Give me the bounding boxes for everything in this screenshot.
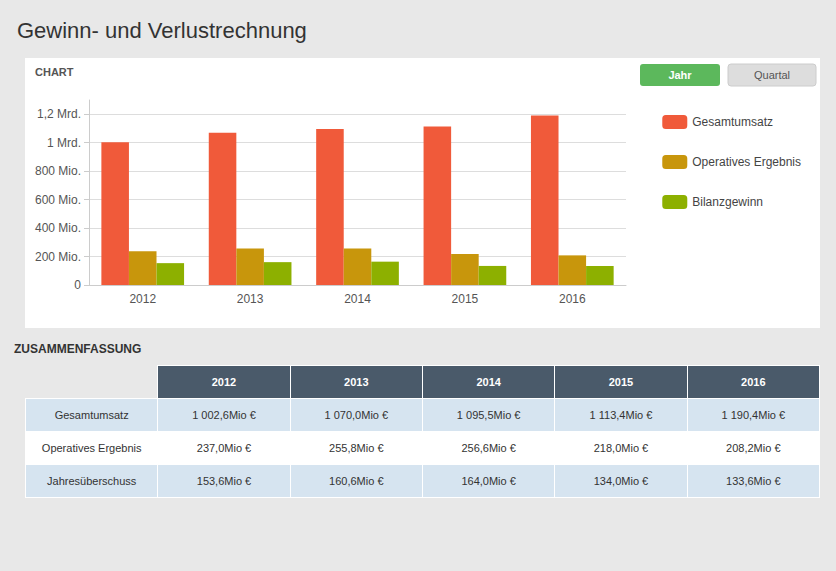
html-text:1 095,5Mio €: 1 095,5Mio € (456, 409, 521, 421)
svg-text:1,2 Mrd.: 1,2 Mrd. (37, 107, 81, 121)
svg-text:2012: 2012 (129, 292, 156, 306)
svg-text:Quartal: Quartal (754, 69, 790, 81)
svg-text:200 Mio.: 200 Mio. (35, 250, 81, 264)
html-text:208,2Mio €: 208,2Mio € (726, 442, 781, 454)
html-text:Gesamtumsatz: Gesamtumsatz (54, 409, 129, 421)
html-text:Operatives Ergebnis: Operatives Ergebnis (41, 442, 142, 454)
html-text:1 070,0Mio €: 1 070,0Mio € (324, 409, 389, 421)
html-text:1 113,4Mio €: 1 113,4Mio € (589, 409, 653, 421)
html-text:237,0Mio €: 237,0Mio € (196, 442, 252, 454)
svg-text:Gewinn- und Verlustrechnung: Gewinn- und Verlustrechnung (17, 18, 307, 43)
svg-text:0: 0 (74, 278, 81, 292)
html-text:134,0Mio €: 134,0Mio € (593, 475, 649, 487)
svg-text:400 Mio.: 400 Mio. (35, 221, 81, 235)
svg-text:CHART: CHART (35, 66, 74, 78)
html-text:164,0Mio €: 164,0Mio € (461, 475, 516, 487)
svg-text:600 Mio.: 600 Mio. (35, 193, 81, 207)
svg-text:Operatives Ergebnis: Operatives Ergebnis (692, 155, 801, 169)
svg-text:2013: 2013 (237, 292, 264, 306)
svg-text:800 Mio.: 800 Mio. (35, 164, 81, 178)
svg-text:Jahr: Jahr (668, 69, 692, 81)
html-text:ZUSAMMENFASSUNG: ZUSAMMENFASSUNG (14, 342, 142, 356)
html-text:2014: 2014 (476, 376, 501, 388)
html-text:1 190,4Mio €: 1 190,4Mio € (721, 409, 786, 421)
html-text:133,6Mio €: 133,6Mio € (726, 475, 781, 487)
svg-text:2015: 2015 (452, 292, 479, 306)
svg-text:2014: 2014 (344, 292, 371, 306)
html-text:2016: 2016 (741, 376, 766, 388)
html-text:2012: 2012 (211, 376, 237, 388)
html-text:255,8Mio €: 255,8Mio € (329, 442, 384, 454)
html-text:218,0Mio €: 218,0Mio € (593, 442, 649, 454)
svg-text:1 Mrd.: 1 Mrd. (47, 136, 81, 150)
svg-text:Bilanzgewinn: Bilanzgewinn (692, 195, 763, 209)
html-text:2015: 2015 (608, 376, 634, 388)
svg-text:2016: 2016 (559, 292, 586, 306)
html-text:2013: 2013 (344, 376, 369, 388)
html-text:1 002,6Mio €: 1 002,6Mio € (192, 409, 256, 421)
html-text:160,6Mio €: 160,6Mio € (329, 475, 384, 487)
html-text:153,6Mio €: 153,6Mio € (196, 475, 252, 487)
svg-text:Gesamtumsatz: Gesamtumsatz (692, 115, 773, 129)
html-text:Jahresüberschuss: Jahresüberschuss (47, 475, 137, 487)
html-text:256,6Mio €: 256,6Mio € (461, 442, 516, 454)
